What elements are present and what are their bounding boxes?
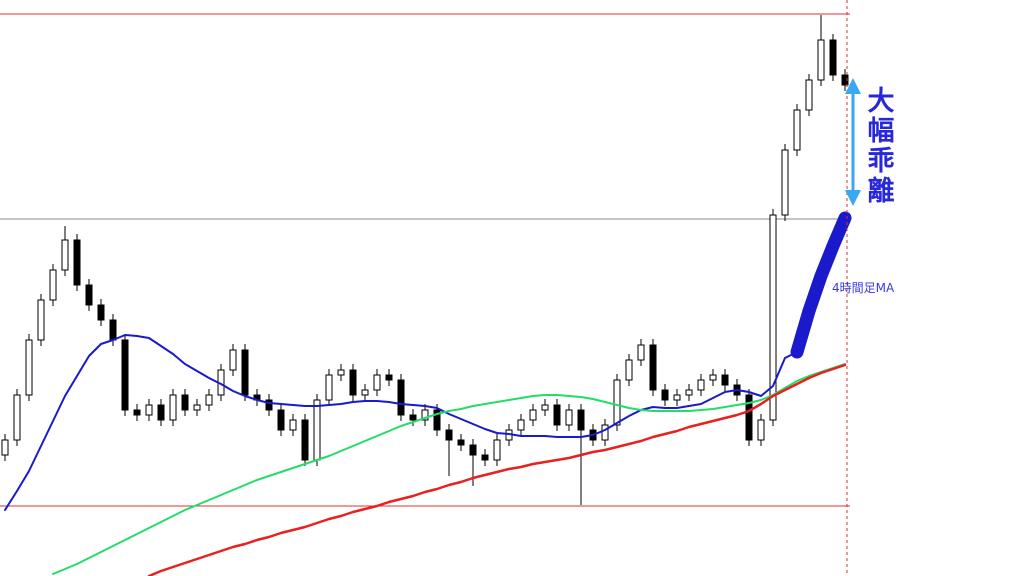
candle-body [373,374,381,391]
candle-body [13,394,21,441]
candle-body [49,269,57,301]
candle-body [721,374,729,386]
candle-body [265,399,273,411]
candle-body [421,409,429,421]
candle-body [769,214,777,421]
moving-average [790,211,852,359]
candle-body [841,74,849,86]
candle-body [613,379,621,426]
candle-body [757,419,765,441]
candle-body [685,389,693,396]
candle-body [493,439,501,461]
candle-body [325,374,333,401]
candle-body [469,444,477,456]
candle-body [781,149,789,216]
candle-body [649,344,657,391]
candle-body [829,39,837,76]
candle-body [289,419,297,431]
candle-body [697,379,705,391]
candle-body [793,109,801,151]
candle-body [1,439,9,456]
moving-average [52,363,846,575]
candle-body [397,379,405,416]
candle-body [37,299,45,341]
candle-body [529,409,537,421]
candle-body [241,349,249,396]
moving-average [4,334,798,511]
candle-body [361,389,369,396]
plot [0,13,852,576]
candle-body [229,349,237,371]
candle-body [577,409,585,431]
candle-body [169,394,177,421]
candle-body [817,39,825,81]
candle-body [445,429,453,441]
candle-body [661,389,669,401]
candle-body [433,409,441,431]
candle-body [73,239,81,286]
candle-body [157,404,165,421]
candle-body [457,439,465,446]
candle-body [109,319,117,341]
candle-body [349,369,357,396]
candle-body [301,419,309,461]
candle-body [97,304,105,321]
candle-body [541,404,549,411]
candle-body [145,404,153,416]
deviation-label: 大幅乖離 [868,86,895,207]
deviation-arrow [845,78,861,206]
candle-body [637,344,645,361]
moving-average [147,363,847,576]
candle-body [121,339,129,411]
candle-body [709,374,717,381]
candle-body [565,409,573,426]
candle-body [517,419,525,431]
candle-body [277,409,285,431]
candle-body [133,409,141,416]
candle-body [481,454,489,461]
candle-body [181,394,189,411]
candle-body [337,369,345,376]
candle-body [409,414,417,421]
candle-body [25,339,33,396]
candle-body [313,399,321,461]
ma-label: 4時間足MA [832,281,895,295]
candle-body [601,424,609,441]
candle-body [553,404,561,426]
candle-body [805,79,813,111]
candle-body [85,284,93,306]
candle-body [193,404,201,411]
candle-body [673,394,681,401]
candle-body [745,394,753,441]
candle-body [61,239,69,271]
candle-body [625,359,633,381]
candle-body [385,374,393,381]
candle-body [205,394,213,406]
